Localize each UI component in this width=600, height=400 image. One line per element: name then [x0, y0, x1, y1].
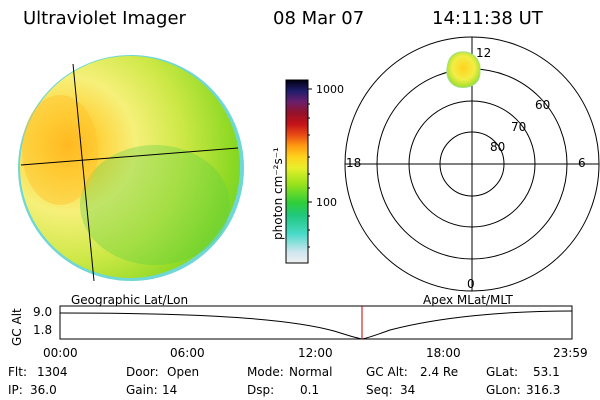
time-tick-1200: 12:00 — [298, 346, 333, 360]
altitude-ymax: 9.0 — [33, 305, 53, 319]
glat-label: GLat: — [486, 365, 519, 379]
time-label: 14:11:38 UT — [432, 8, 543, 29]
instrument-title: Ultraviolet Imager — [23, 8, 186, 29]
altitude-curve — [59, 310, 573, 340]
altitude-strip-frame — [59, 305, 573, 340]
ip-value: 36.0 — [30, 383, 57, 397]
apex-caption: Apex MLat/MLT — [423, 293, 513, 307]
seq-label: Seq: — [366, 383, 393, 397]
mode-value: Normal — [289, 365, 333, 379]
time-tick-2359: 23:59 — [553, 346, 588, 360]
mode-label: Mode: — [247, 365, 284, 379]
glon-label: GLon: — [486, 383, 521, 397]
colorbar — [285, 79, 309, 264]
polar-plot — [344, 36, 600, 292]
mlt-label-12: 12 — [476, 46, 492, 60]
time-tick-0600: 06:00 — [170, 346, 205, 360]
mlat-label-70: 70 — [511, 120, 527, 134]
glat-value: 53.1 — [533, 365, 560, 379]
colorbar-unit-label: photon cm⁻²s⁻¹ — [271, 147, 285, 240]
auroral-oval — [446, 51, 481, 88]
gain-value: 14 — [162, 383, 178, 397]
mlt-label-18: 18 — [346, 156, 362, 170]
mlt-label-0: 0 — [467, 277, 475, 291]
mlat-label-80: 80 — [490, 140, 506, 154]
altitude-axis-label: GC Alt — [10, 308, 24, 346]
gain-label: Gain: — [126, 383, 158, 397]
colorbar-tick-100: 100 — [316, 196, 337, 209]
colorbar-ticks — [308, 88, 312, 248]
geographic-caption: Geographic Lat/Lon — [71, 293, 189, 307]
flt-value: 1304 — [37, 365, 68, 379]
flt-label: Flt: — [8, 365, 27, 379]
time-tick-1800: 18:00 — [426, 346, 461, 360]
door-label: Door: — [126, 365, 159, 379]
glon-value: 316.3 — [526, 383, 561, 397]
dsp-label: Dsp: — [247, 383, 275, 397]
colorbar-tick-1000: 1000 — [316, 83, 344, 96]
earth-disc-image — [18, 55, 244, 281]
mlat-label-60: 60 — [535, 98, 551, 112]
ip-label: IP: — [8, 383, 23, 397]
gc-alt-label: GC Alt: — [366, 365, 408, 379]
mlt-label-6: 6 — [578, 156, 586, 170]
date-label: 08 Mar 07 — [273, 8, 365, 29]
dsp-value: 0.1 — [300, 383, 320, 397]
lat-lon-grid-lines — [20, 63, 239, 282]
time-tick-0000: 00:00 — [43, 346, 78, 360]
seq-value: 34 — [400, 383, 416, 397]
door-value: Open — [167, 365, 200, 379]
gc-alt-value: 2.4 Re — [420, 365, 459, 379]
altitude-ymin: 1.8 — [33, 323, 53, 337]
